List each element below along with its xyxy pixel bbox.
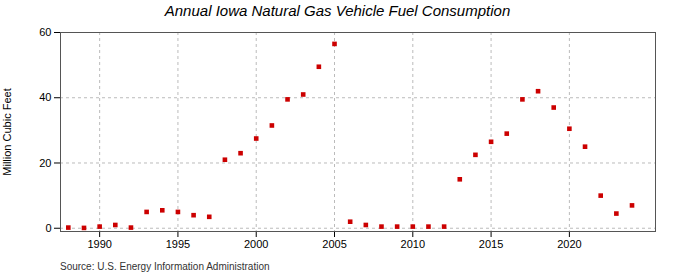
svg-text:60: 60 [39, 26, 51, 38]
svg-text:Million Cubic Feet: Million Cubic Feet [1, 88, 13, 175]
svg-text:1995: 1995 [166, 238, 190, 250]
svg-text:2010: 2010 [401, 238, 425, 250]
svg-text:2005: 2005 [322, 238, 346, 250]
svg-text:1990: 1990 [87, 238, 111, 250]
svg-text:2000: 2000 [244, 238, 268, 250]
html-text:Annual Iowa Natural Gas Vehicl: Annual Iowa Natural Gas Vehicle Fuel Con… [164, 2, 511, 19]
svg-text:0: 0 [45, 222, 51, 234]
svg-text:20: 20 [39, 157, 51, 169]
svg-text:40: 40 [39, 91, 51, 103]
html-text:Source: U.S. Energy Informatio: Source: U.S. Energy Information Administ… [60, 261, 270, 272]
svg-text:2020: 2020 [557, 238, 581, 250]
svg-text:2015: 2015 [479, 238, 503, 250]
